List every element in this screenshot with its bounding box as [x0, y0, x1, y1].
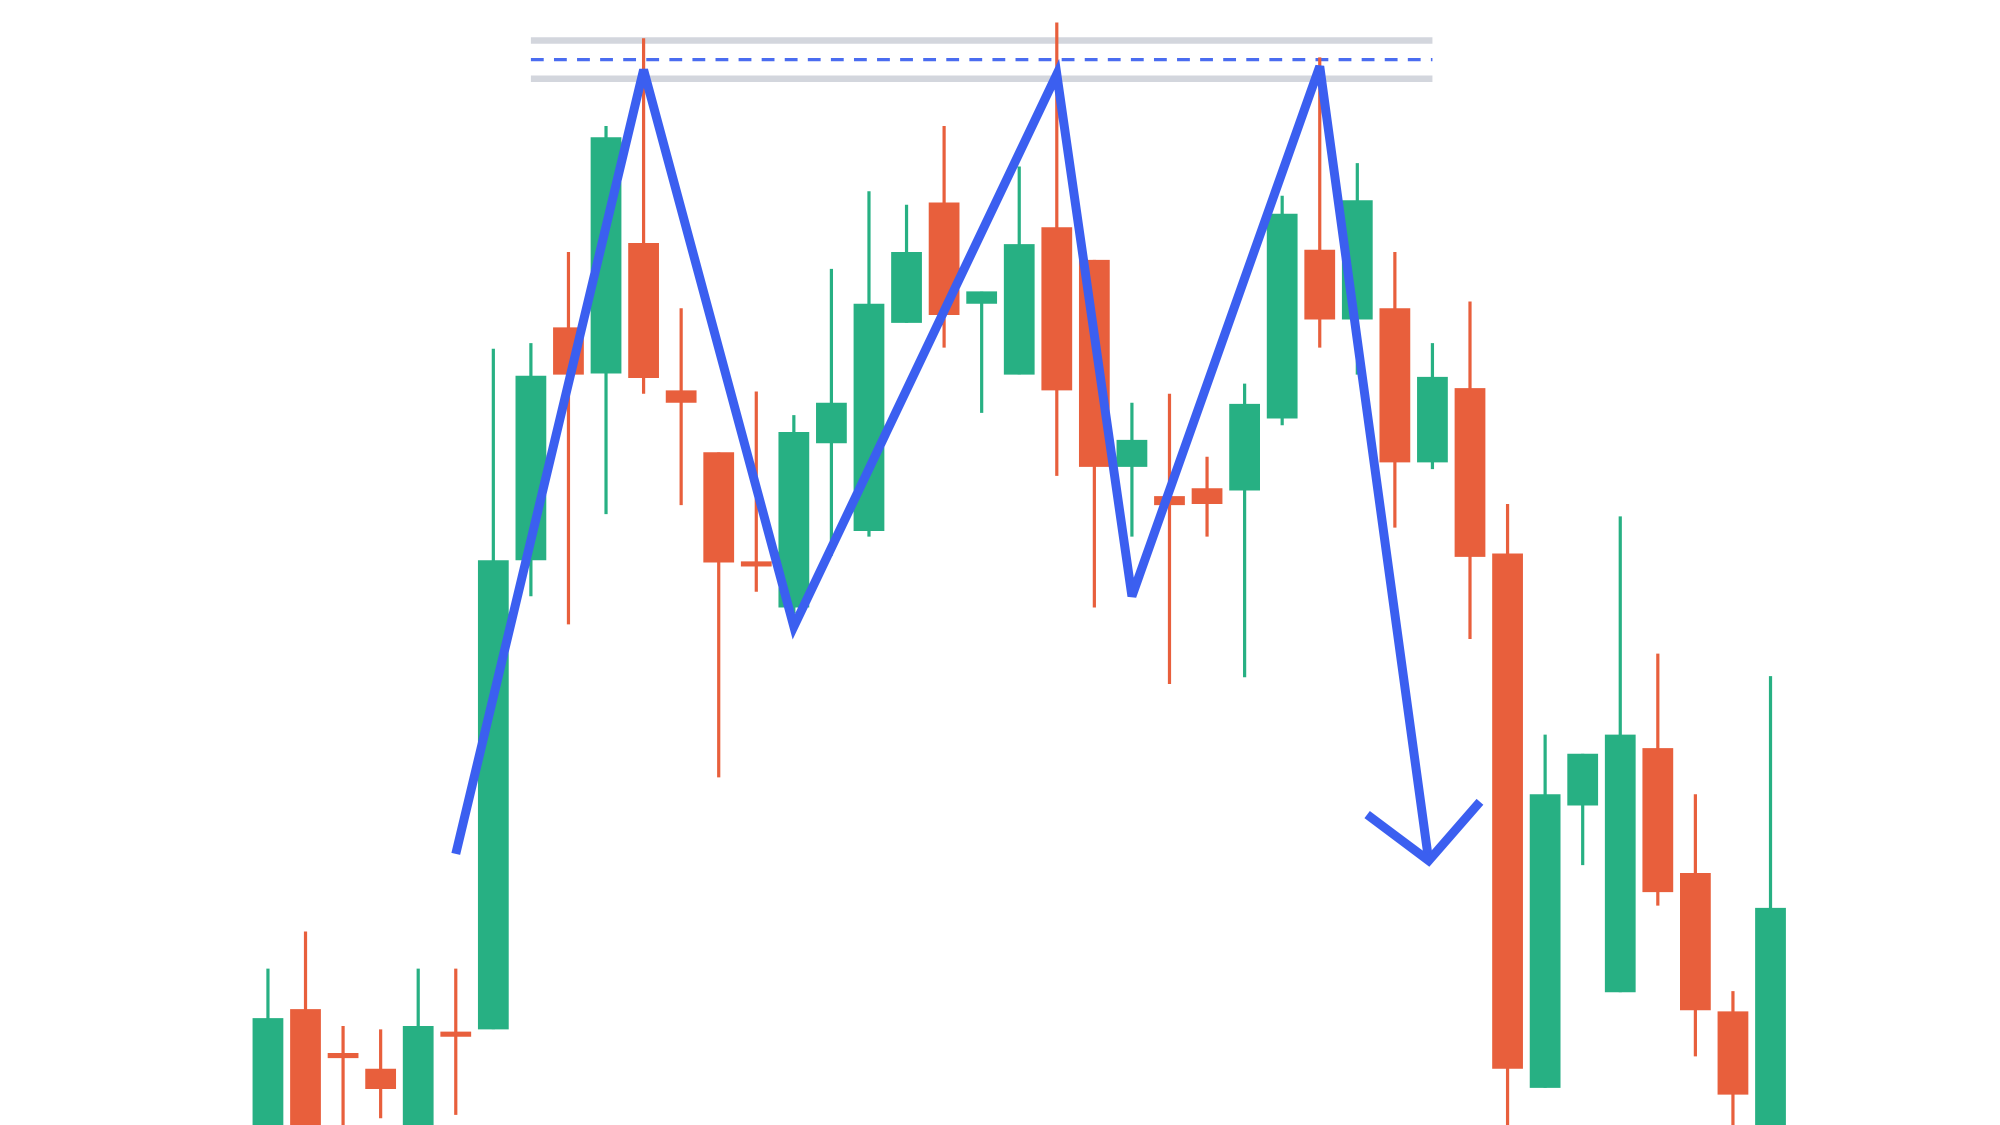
candle-33	[1454, 301, 1486, 639]
candle-body	[891, 252, 922, 323]
candle-13	[703, 452, 735, 778]
candle-body	[1266, 213, 1298, 419]
candle-body	[440, 1031, 472, 1037]
candle-18	[891, 204, 922, 323]
candle-35	[1529, 734, 1561, 1088]
candle-body	[1229, 403, 1260, 491]
candle-16	[816, 268, 847, 556]
candle-40	[1717, 991, 1749, 1125]
candle-body	[1642, 748, 1674, 893]
candle-body	[740, 561, 772, 567]
candle-body	[402, 1026, 434, 1125]
candle-27	[1229, 383, 1260, 678]
candle-body	[290, 1009, 321, 1125]
candle-26	[1191, 456, 1223, 537]
candle-body	[1379, 308, 1411, 463]
pattern-line	[451, 58, 1434, 862]
candle-body	[1755, 907, 1786, 1125]
candle-body	[665, 390, 697, 403]
candle-5	[402, 968, 434, 1125]
candle-12	[665, 308, 697, 506]
candle-body	[1417, 376, 1448, 463]
candle-38	[1642, 653, 1674, 906]
candle-body	[477, 560, 509, 1030]
candle-4	[365, 1029, 397, 1119]
candle-39	[1680, 794, 1711, 1057]
candle-body	[1116, 439, 1148, 467]
candle-body	[327, 1053, 359, 1059]
candle-31	[1379, 251, 1411, 528]
candle-body	[1041, 227, 1073, 391]
candle-body	[966, 291, 998, 304]
candle-11	[628, 38, 659, 394]
candle-body	[252, 1018, 284, 1125]
candle-24	[1116, 402, 1148, 537]
triple-top-pattern	[451, 58, 1484, 867]
candle-1	[252, 968, 284, 1125]
candle-6	[440, 968, 472, 1115]
candle-2	[290, 931, 321, 1125]
candle-body	[1492, 553, 1523, 1069]
candle-body	[1604, 734, 1636, 993]
candle-28	[1266, 195, 1298, 426]
candle-body	[1717, 1011, 1749, 1095]
candle-3	[327, 1025, 359, 1125]
candle-41	[1755, 676, 1786, 1125]
candle-32	[1417, 343, 1448, 470]
candle-body	[1191, 488, 1223, 505]
resistance-zone	[530, 37, 1433, 82]
arrow-down-icon	[1364, 798, 1484, 867]
candle-29	[1304, 57, 1336, 348]
candle-20	[966, 291, 998, 413]
candle-body	[1680, 873, 1711, 1011]
candle-body	[1529, 794, 1561, 1088]
candle-body	[365, 1068, 397, 1089]
candle-body	[1003, 244, 1035, 375]
candle-36	[1567, 753, 1599, 866]
candles	[252, 22, 1786, 1125]
candle-body	[1454, 388, 1486, 557]
candle-37	[1604, 516, 1636, 993]
candle-34	[1492, 503, 1523, 1125]
candle-21	[1003, 166, 1035, 375]
candle-body	[703, 452, 735, 563]
candle-25	[1154, 393, 1185, 684]
candle-body	[1567, 753, 1599, 806]
candle-body	[816, 402, 847, 444]
candle-body	[628, 243, 659, 378]
candle-body	[1304, 249, 1336, 320]
